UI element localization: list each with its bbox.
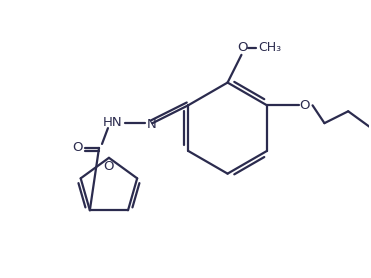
Text: CH₃: CH₃ — [259, 41, 282, 54]
Text: O: O — [72, 142, 82, 154]
Text: O: O — [299, 99, 310, 112]
Text: O: O — [237, 41, 248, 54]
Text: HN: HN — [103, 116, 123, 129]
Text: O: O — [104, 160, 114, 173]
Text: N: N — [147, 118, 157, 131]
